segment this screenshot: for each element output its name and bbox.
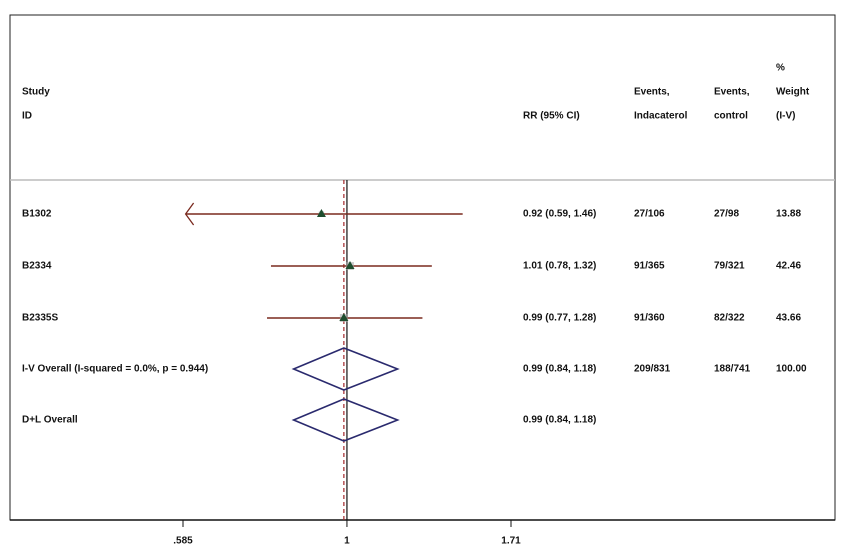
ci-label: 0.99 (0.84, 1.18) (523, 415, 596, 426)
x-tick-label: 1.71 (501, 536, 521, 547)
events-indacaterol: 209/831 (634, 364, 671, 375)
column-header: Events, (634, 87, 670, 98)
x-tick-label: 1 (344, 536, 350, 547)
ci-arrow (184, 202, 195, 226)
ci-label: 1.01 (0.78, 1.32) (523, 261, 596, 272)
events-control: 27/98 (714, 209, 739, 220)
events-indacaterol: 91/360 (634, 313, 665, 324)
events-control: 82/322 (714, 313, 745, 324)
overall-label: D+L Overall (22, 415, 78, 426)
plot-frame (9, 14, 836, 521)
weight: 13.88 (776, 209, 801, 220)
column-header: (I-V) (776, 111, 795, 122)
column-header: % (776, 63, 785, 74)
column-header: Indacaterol (634, 111, 688, 122)
events-indacaterol: 27/106 (634, 209, 665, 220)
events-control: 79/321 (714, 261, 745, 272)
study-id: B2335S (22, 313, 58, 324)
point-estimate (316, 209, 326, 217)
column-header: Study (22, 87, 50, 98)
weight: 43.66 (776, 313, 801, 324)
column-header: ID (22, 111, 32, 122)
ci-label: 0.92 (0.59, 1.46) (523, 209, 596, 220)
study-id: B2334 (22, 261, 52, 272)
column-header: Weight (776, 87, 810, 98)
summary-diamond (291, 398, 400, 442)
summary-diamond (291, 347, 400, 391)
overall-label: I-V Overall (I-squared = 0.0%, p = 0.944… (22, 364, 208, 375)
point-estimate (345, 261, 355, 269)
events-indacaterol: 91/365 (634, 261, 665, 272)
weight: 42.46 (776, 261, 801, 272)
weight: 100.00 (776, 364, 807, 375)
ci-label: 0.99 (0.77, 1.28) (523, 313, 596, 324)
ci-label: 0.99 (0.84, 1.18) (523, 364, 596, 375)
study-id: B1302 (22, 209, 52, 220)
point-estimate (339, 313, 349, 321)
column-header: Events, (714, 87, 750, 98)
events-control: 188/741 (714, 364, 751, 375)
x-tick-label: .585 (173, 536, 193, 547)
column-header: RR (95% CI) (523, 111, 580, 122)
column-header: control (714, 111, 748, 122)
